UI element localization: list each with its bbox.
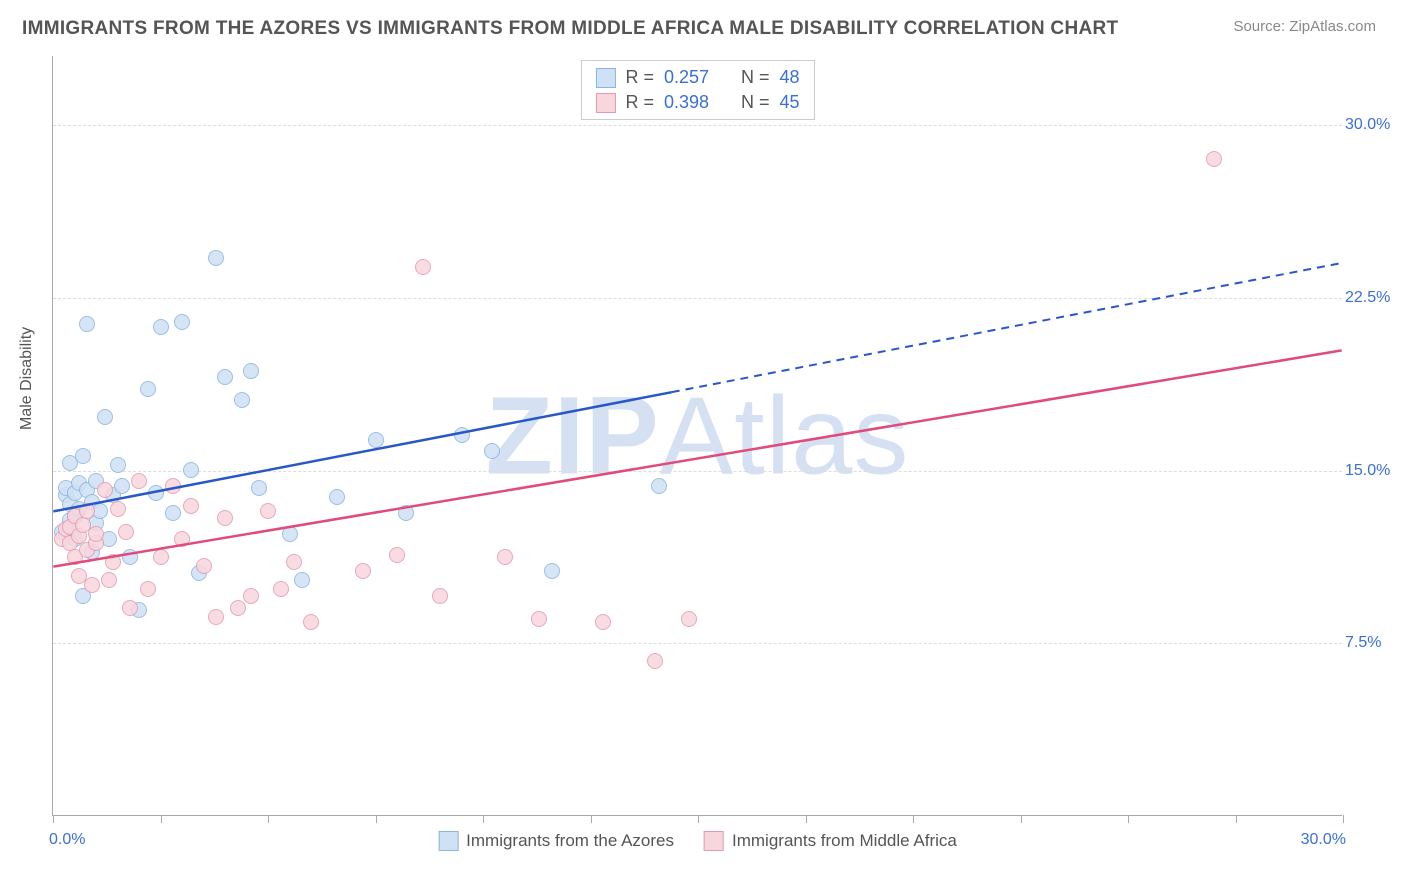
trend-lines xyxy=(53,56,1342,815)
data-point-middle_africa xyxy=(110,501,126,517)
x-axis-min-label: 0.0% xyxy=(49,831,85,849)
data-point-azores xyxy=(183,462,199,478)
x-tick xyxy=(591,815,592,823)
data-point-azores xyxy=(484,443,500,459)
data-point-azores xyxy=(294,572,310,588)
x-tick xyxy=(161,815,162,823)
data-point-middle_africa xyxy=(105,554,121,570)
data-point-azores xyxy=(122,549,138,565)
data-point-middle_africa xyxy=(415,259,431,275)
data-point-azores xyxy=(398,505,414,521)
chart-title: IMMIGRANTS FROM THE AZORES VS IMMIGRANTS… xyxy=(22,18,1118,40)
data-point-middle_africa xyxy=(286,554,302,570)
data-point-azores xyxy=(251,480,267,496)
gridline xyxy=(53,471,1342,472)
data-point-azores xyxy=(217,369,233,385)
data-point-azores xyxy=(153,319,169,335)
x-tick xyxy=(376,815,377,823)
y-axis-title: Male Disability xyxy=(18,327,36,430)
y-tick-label: 15.0% xyxy=(1345,462,1400,480)
data-point-middle_africa xyxy=(355,563,371,579)
data-point-middle_africa xyxy=(196,558,212,574)
gridline xyxy=(53,125,1342,126)
data-point-middle_africa xyxy=(681,611,697,627)
data-point-azores xyxy=(329,489,345,505)
data-point-middle_africa xyxy=(208,609,224,625)
data-point-azores xyxy=(368,432,384,448)
data-point-azores xyxy=(174,314,190,330)
data-point-azores xyxy=(282,526,298,542)
data-point-middle_africa xyxy=(131,473,147,489)
legend-row-middle-africa: R = 0.398 N = 45 xyxy=(595,90,799,115)
data-point-middle_africa xyxy=(273,581,289,597)
data-point-middle_africa xyxy=(595,614,611,630)
data-point-azores xyxy=(148,485,164,501)
data-point-middle_africa xyxy=(497,549,513,565)
gridline xyxy=(53,643,1342,644)
data-point-middle_africa xyxy=(84,577,100,593)
data-point-azores xyxy=(544,563,560,579)
swatch-azores xyxy=(595,68,615,88)
correlation-legend: R = 0.257 N = 48 R = 0.398 N = 45 xyxy=(580,60,814,120)
data-point-middle_africa xyxy=(432,588,448,604)
series-legend: Immigrants from the Azores Immigrants fr… xyxy=(438,831,957,851)
data-point-middle_africa xyxy=(243,588,259,604)
x-tick xyxy=(1343,815,1344,823)
legend-item-azores: Immigrants from the Azores xyxy=(438,831,674,851)
data-point-middle_africa xyxy=(101,572,117,588)
chart-plot-area: ZIPAtlas 7.5%15.0%22.5%30.0% 0.0% 30.0% … xyxy=(52,56,1342,816)
swatch-middle-africa xyxy=(595,93,615,113)
data-point-azores xyxy=(114,478,130,494)
data-point-azores xyxy=(651,478,667,494)
data-point-middle_africa xyxy=(217,510,233,526)
data-point-middle_africa xyxy=(165,478,181,494)
data-point-middle_africa xyxy=(79,503,95,519)
x-tick xyxy=(913,815,914,823)
data-point-middle_africa xyxy=(118,524,134,540)
data-point-middle_africa xyxy=(183,498,199,514)
data-point-middle_africa xyxy=(97,482,113,498)
x-tick xyxy=(268,815,269,823)
data-point-middle_africa xyxy=(260,503,276,519)
data-point-azores xyxy=(243,363,259,379)
data-point-azores xyxy=(234,392,250,408)
data-point-azores xyxy=(208,250,224,266)
x-tick xyxy=(1128,815,1129,823)
data-point-middle_africa xyxy=(389,547,405,563)
data-point-middle_africa xyxy=(230,600,246,616)
gridline xyxy=(53,298,1342,299)
watermark: ZIPAtlas xyxy=(486,372,910,499)
data-point-middle_africa xyxy=(88,526,104,542)
data-point-middle_africa xyxy=(1206,151,1222,167)
swatch-azores-icon xyxy=(438,831,458,851)
data-point-azores xyxy=(165,505,181,521)
data-point-middle_africa xyxy=(140,581,156,597)
x-axis-max-label: 30.0% xyxy=(1301,831,1346,849)
x-tick xyxy=(483,815,484,823)
legend-item-middle-africa: Immigrants from Middle Africa xyxy=(704,831,957,851)
swatch-middle-africa-icon xyxy=(704,831,724,851)
data-point-azores xyxy=(454,427,470,443)
x-tick xyxy=(806,815,807,823)
y-tick-label: 7.5% xyxy=(1345,634,1400,652)
legend-row-azores: R = 0.257 N = 48 xyxy=(595,65,799,90)
data-point-azores xyxy=(97,409,113,425)
data-point-middle_africa xyxy=(647,653,663,669)
data-point-azores xyxy=(140,381,156,397)
y-tick-label: 30.0% xyxy=(1345,116,1400,134)
data-point-middle_africa xyxy=(174,531,190,547)
x-tick xyxy=(1021,815,1022,823)
data-point-azores xyxy=(75,448,91,464)
data-point-middle_africa xyxy=(153,549,169,565)
y-tick-label: 22.5% xyxy=(1345,289,1400,307)
data-point-azores xyxy=(79,316,95,332)
x-tick xyxy=(1236,815,1237,823)
data-point-middle_africa xyxy=(122,600,138,616)
source-label: Source: ZipAtlas.com xyxy=(1233,18,1376,35)
data-point-middle_africa xyxy=(531,611,547,627)
data-point-middle_africa xyxy=(303,614,319,630)
x-tick xyxy=(53,815,54,823)
data-point-azores xyxy=(110,457,126,473)
x-tick xyxy=(698,815,699,823)
